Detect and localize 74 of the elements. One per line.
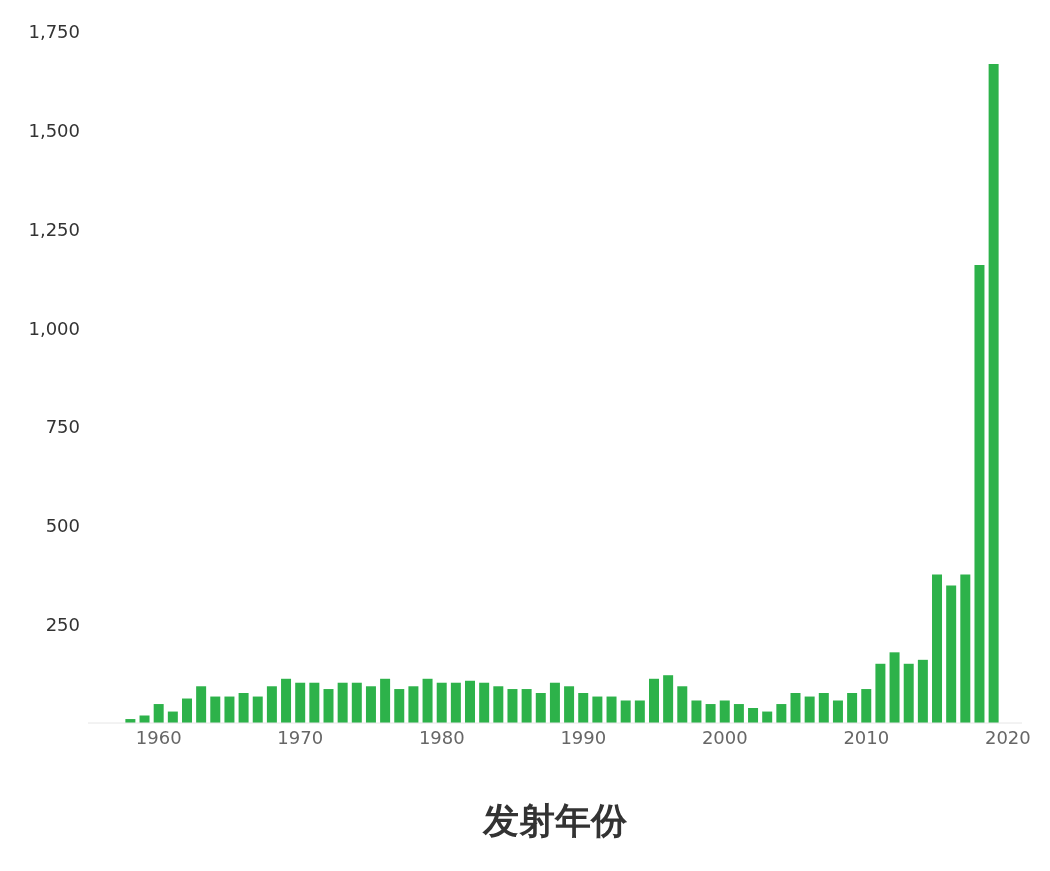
bar [705,704,716,723]
bar [507,689,518,723]
x-tick-label: 1960 [135,726,182,748]
y-tick-label: 1,500 [28,120,80,142]
bar [677,686,688,723]
bar [903,663,914,723]
bar [337,682,348,723]
bar [748,708,759,723]
bar [295,682,306,723]
bar [719,700,730,723]
bar [351,682,362,723]
y-tick-label: 250 [45,613,80,635]
bar [224,696,235,723]
bar [691,700,702,723]
x-tick-label: 2010 [843,726,890,748]
bar [733,704,744,723]
bar [196,686,207,723]
bar [465,680,476,723]
y-tick-label: 750 [45,416,80,438]
bar [974,264,985,723]
bar [210,696,221,723]
bar [917,659,928,723]
y-tick-label: 1,000 [28,317,80,339]
bar [804,696,815,723]
bar [663,675,674,723]
bar [252,696,263,723]
bar [450,682,461,723]
bar [266,686,277,723]
bar [422,678,433,723]
bar [436,682,447,723]
bar [365,686,376,723]
bar [564,686,575,723]
bar [380,678,391,723]
bar [181,698,192,723]
bar [889,652,900,723]
bar [408,686,419,723]
bar [521,689,532,723]
y-tick-label: 1,250 [28,218,80,240]
bar [648,678,659,723]
bar [861,689,872,723]
bar [790,692,801,723]
bar [493,686,504,723]
bar [634,700,645,723]
bar [946,585,957,723]
bar [479,682,490,723]
bar [238,692,249,723]
bar [988,63,999,723]
bar [281,678,292,723]
bar [847,692,858,723]
bar [606,696,617,723]
bar [776,704,787,723]
bar [832,700,843,723]
x-tick-label: 2020 [984,726,1031,748]
bar [620,700,631,723]
x-tick-label: 1980 [418,726,465,748]
x-tick-label: 1990 [560,726,607,748]
y-tick-label: 1,750 [28,21,80,43]
bar [932,574,943,723]
bar [578,692,589,723]
bar [818,692,829,723]
bar [323,689,334,723]
x-tick-label: 2000 [701,726,748,748]
bar [875,663,886,723]
bar [960,574,971,723]
bar [535,692,546,723]
x-tick-label: 1970 [277,726,324,748]
bar [309,682,320,723]
x-axis-title: 发射年份 [482,800,628,841]
bar [153,704,164,723]
y-tick-label: 500 [45,514,80,536]
bar [139,715,150,723]
bar [592,696,603,723]
bar [549,682,560,723]
bar [394,689,405,723]
